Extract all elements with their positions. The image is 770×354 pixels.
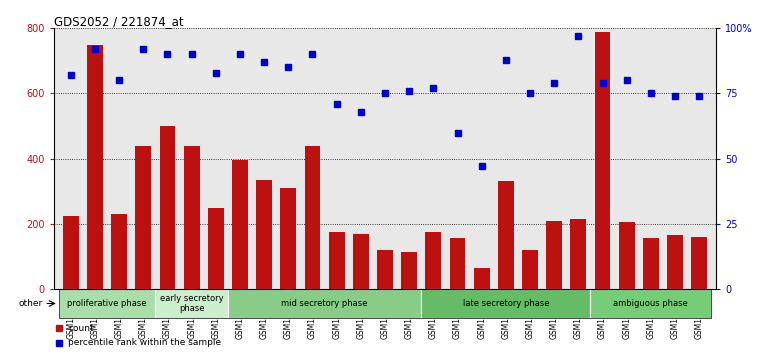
Bar	[280, 188, 296, 289]
Bar	[691, 237, 707, 289]
Bar	[667, 235, 683, 289]
Text: count: count	[69, 324, 94, 333]
Bar	[228, 289, 421, 318]
Text: other: other	[18, 299, 43, 308]
Text: proliferative phase: proliferative phase	[67, 299, 147, 308]
Bar	[87, 45, 103, 289]
Bar	[643, 239, 658, 289]
Bar	[156, 289, 228, 318]
Bar	[421, 289, 591, 318]
Bar	[63, 216, 79, 289]
Bar	[159, 126, 176, 289]
Text: mid secretory phase: mid secretory phase	[281, 299, 368, 308]
Bar	[594, 32, 611, 289]
Bar	[522, 250, 538, 289]
Bar	[136, 145, 151, 289]
Bar	[353, 234, 369, 289]
Bar	[59, 289, 156, 318]
Bar	[256, 180, 272, 289]
Bar	[619, 222, 634, 289]
Bar	[112, 214, 127, 289]
Bar	[59, 289, 711, 318]
Bar	[329, 232, 344, 289]
Bar	[426, 232, 441, 289]
Bar	[377, 250, 393, 289]
Text: ambiguous phase: ambiguous phase	[614, 299, 688, 308]
Text: early secretory
phase: early secretory phase	[160, 294, 223, 313]
Bar	[450, 239, 465, 289]
Text: GDS2052 / 221874_at: GDS2052 / 221874_at	[54, 15, 183, 28]
Bar	[232, 160, 248, 289]
Text: percentile rank within the sample: percentile rank within the sample	[69, 338, 222, 347]
Bar	[208, 207, 223, 289]
Bar	[591, 289, 711, 318]
Bar	[401, 252, 417, 289]
Bar	[498, 182, 514, 289]
Bar	[184, 145, 199, 289]
Bar	[547, 221, 562, 289]
Bar	[474, 268, 490, 289]
Text: late secretory phase: late secretory phase	[463, 299, 549, 308]
Bar	[305, 145, 320, 289]
Bar	[571, 219, 586, 289]
